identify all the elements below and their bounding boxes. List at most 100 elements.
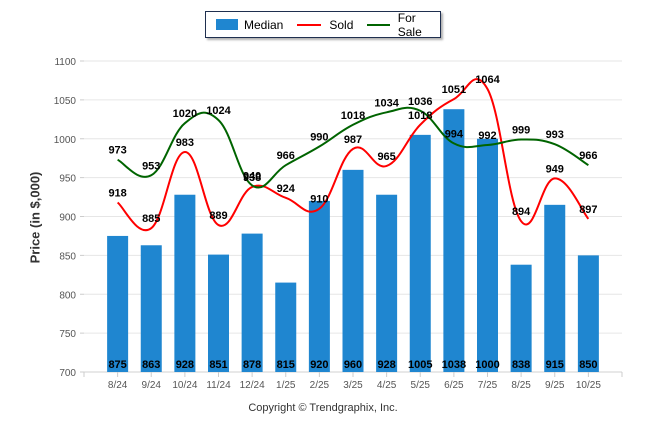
for-sale-point-label: 953 (142, 160, 160, 172)
x-tick-label: 8/25 (511, 380, 531, 391)
x-tick-label: 12/24 (240, 380, 265, 391)
median-bar-label: 875 (108, 359, 126, 371)
y-tick-label: 700 (59, 368, 76, 379)
median-bar (510, 264, 532, 372)
median-bar-label: 1005 (408, 359, 432, 371)
median-bar (477, 138, 498, 372)
legend-item-sold[interactable]: Sold (297, 18, 353, 32)
y-tick-label: 950 (59, 174, 76, 185)
y-tick-label: 1000 (54, 135, 77, 146)
x-tick-label: 9/24 (142, 380, 162, 391)
median-bar (577, 255, 599, 372)
x-tick-label: 2/25 (310, 380, 330, 391)
median-bar (208, 254, 229, 372)
x-tick-label: 9/25 (545, 380, 565, 391)
y-tick-label: 750 (59, 329, 76, 340)
median-bar (107, 235, 129, 372)
for-sale-point-label: 940 (243, 170, 261, 182)
median-bar-label: 851 (209, 359, 227, 371)
for-sale-point-label: 999 (512, 125, 530, 137)
x-tick-label: 5/25 (411, 380, 431, 391)
median-bar-label: 863 (142, 359, 160, 371)
sold-point-label: 965 (377, 151, 395, 163)
y-tick-label: 850 (59, 251, 76, 262)
median-bar-label: 838 (512, 359, 530, 371)
x-tick-label: 8/24 (108, 380, 128, 391)
legend-label-median: Median (244, 17, 284, 32)
sold-point-label: 924 (277, 183, 296, 195)
median-bar-label: 1000 (475, 359, 499, 371)
y-tick-label: 1100 (54, 57, 76, 68)
median-bars (107, 109, 599, 372)
legend-label-sold: Sold (329, 17, 354, 32)
for-sale-point-label: 990 (310, 132, 328, 144)
x-tick-label: 4/25 (377, 380, 397, 391)
median-bar (544, 204, 566, 372)
sold-point-label: 894 (512, 206, 531, 218)
sold-point-label: 983 (176, 137, 194, 149)
median-bar-label: 960 (344, 359, 362, 371)
x-tick-label: 1/25 (276, 380, 296, 391)
for-sale-point-label: 1020 (173, 108, 197, 120)
median-bar-label: 878 (243, 359, 261, 371)
median-bar (443, 109, 465, 372)
sold-point-label: 987 (344, 134, 362, 146)
sold-swatch (297, 23, 322, 26)
median-bar (376, 194, 398, 372)
legend-item-for-sale[interactable]: For Sale (367, 11, 440, 39)
data-labels: 875 863 928 851 878 815 920 960 928 1005 1038 1000 8… (108, 74, 597, 371)
for-sale-point-label: 973 (108, 145, 126, 157)
for-sale-point-label: 1036 (408, 96, 432, 108)
for-sale-point-label: 1034 (374, 97, 399, 109)
sold-point-label: 1051 (442, 84, 466, 96)
y-axis: 700 750 800 850 900 950 1000 1050 1100 (54, 57, 84, 379)
x-tick-label: 3/25 (343, 380, 363, 391)
legend-label-for-sale: For Sale (397, 10, 422, 39)
for-sale-point-label: 966 (579, 150, 597, 162)
median-bar (174, 194, 196, 372)
median-bar-label: 915 (546, 359, 564, 371)
sold-line (116, 78, 590, 232)
sold-point-label: 949 (546, 163, 564, 175)
median-swatch (216, 19, 238, 30)
x-tick-label: 6/25 (444, 380, 464, 391)
median-bar-label: 920 (310, 359, 328, 371)
y-tick-label: 900 (59, 213, 76, 224)
x-axis: 8/24 9/24 10/24 11/24 12/24 1/25 2/25 3/25 4/25 5… (83, 372, 623, 391)
for-sale-swatch (367, 23, 390, 26)
for-sale-line (117, 106, 589, 189)
legend: Median Sold For Sale (205, 11, 441, 39)
median-bar (342, 169, 364, 372)
for-sale-point-label: 966 (277, 150, 295, 162)
y-tick-label: 800 (59, 290, 76, 301)
legend-item-median[interactable]: Median (216, 18, 283, 32)
for-sale-point-label: 993 (546, 129, 564, 141)
x-tick-label: 7/25 (478, 380, 498, 391)
median-bar (241, 233, 263, 372)
sold-point-label: 889 (209, 210, 227, 222)
x-tick-label: 10/25 (576, 380, 601, 391)
median-bar-label: 850 (579, 359, 597, 371)
copyright: Copyright © Trendgraphix, Inc. (248, 402, 398, 414)
median-bar (409, 134, 431, 372)
x-tick-label: 11/24 (206, 380, 231, 391)
median-bar-label: 928 (176, 359, 194, 371)
for-sale-point-label: 992 (478, 130, 496, 142)
x-tick-label: 10/24 (172, 380, 197, 391)
for-sale-point-label: 1024 (206, 105, 231, 117)
for-sale-point-label: 1018 (341, 110, 365, 122)
sold-point-label: 1018 (408, 110, 432, 122)
line-series (116, 78, 590, 232)
sold-point-label: 897 (579, 204, 597, 216)
median-bar-label: 815 (277, 359, 295, 371)
y-axis-title: Price (in $,000) (27, 171, 43, 264)
median-bar-label: 1038 (442, 359, 466, 371)
sold-point-label: 938 (243, 172, 261, 184)
sold-point-label: 885 (142, 213, 160, 225)
sold-point-label: 1064 (475, 74, 500, 86)
median-bar-label: 928 (377, 359, 395, 371)
for-sale-point-label: 994 (445, 128, 464, 140)
median-bar (308, 200, 330, 372)
median-bar (275, 282, 297, 372)
